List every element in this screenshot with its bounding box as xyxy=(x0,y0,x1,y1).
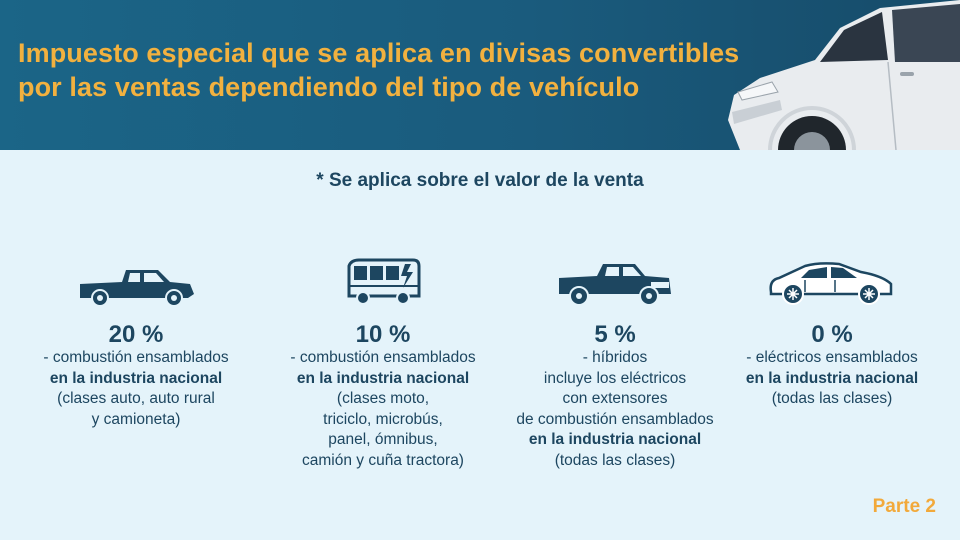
percent-value: 10 % xyxy=(355,321,411,348)
description-line: camión y cuña tractora) xyxy=(302,451,464,469)
description-line: incluye los eléctricos xyxy=(543,369,687,387)
header-banner: Impuesto especial que se aplica en divis… xyxy=(0,0,960,150)
tax-column-heavy-vehicles: 10 % - combustión ensamblados en la indu… xyxy=(263,250,503,471)
electric-car-icon xyxy=(769,262,893,305)
description-line: (clases auto, auto rural xyxy=(57,390,215,407)
percent-value: 5 % xyxy=(594,321,636,348)
description-line: (todas las clases) xyxy=(554,451,676,469)
white-van-photo xyxy=(728,0,960,150)
hybrid-pickup-icon xyxy=(559,264,671,306)
description-line: - combustión ensamblados xyxy=(43,349,229,366)
description-line: - combustión ensamblados xyxy=(290,349,476,366)
part-label: Parte 2 xyxy=(872,496,936,517)
description-line-bold: en la industria nacional xyxy=(49,369,223,387)
description-line: (todas las clases) xyxy=(771,390,893,407)
page-title: Impuesto especial que se aplica en divis… xyxy=(18,36,818,104)
description-line-bold: en la industria nacional xyxy=(296,369,470,387)
pickup-truck-icon xyxy=(80,270,194,307)
description-line: triciclo, microbús, xyxy=(323,410,443,428)
tax-column-hybrid: 5 % - híbridos incluye los eléctricos co… xyxy=(495,250,735,471)
description-line-bold: en la industria nacional xyxy=(745,369,919,387)
description-line: (clases moto, xyxy=(336,390,430,407)
percent-value: 20 % xyxy=(108,321,164,348)
tax-column-electric: 0 % - eléctricos ensamblados en la indus… xyxy=(712,250,952,410)
title-line-2: por las ventas dependiendo del tipo de v… xyxy=(18,72,640,102)
percent-value: 0 % xyxy=(811,321,853,348)
description-line-bold: en la industria nacional xyxy=(528,431,702,448)
note-text: * Se aplica sobre el valor de la venta xyxy=(316,170,644,191)
description-line: con extensores xyxy=(562,390,668,407)
description-line: panel, ómnibus, xyxy=(328,431,438,448)
description-line: de combustión ensamblados xyxy=(516,410,714,428)
title-line-1: Impuesto especial que se aplica en divis… xyxy=(18,38,740,68)
description-line: - eléctricos ensamblados xyxy=(746,349,918,366)
electric-bus-icon xyxy=(347,258,421,305)
description-line: y camioneta) xyxy=(91,410,181,428)
tax-column-combustion: 20 % - combustión ensamblados en la indu… xyxy=(16,250,256,430)
description-line: - híbridos xyxy=(582,349,648,366)
